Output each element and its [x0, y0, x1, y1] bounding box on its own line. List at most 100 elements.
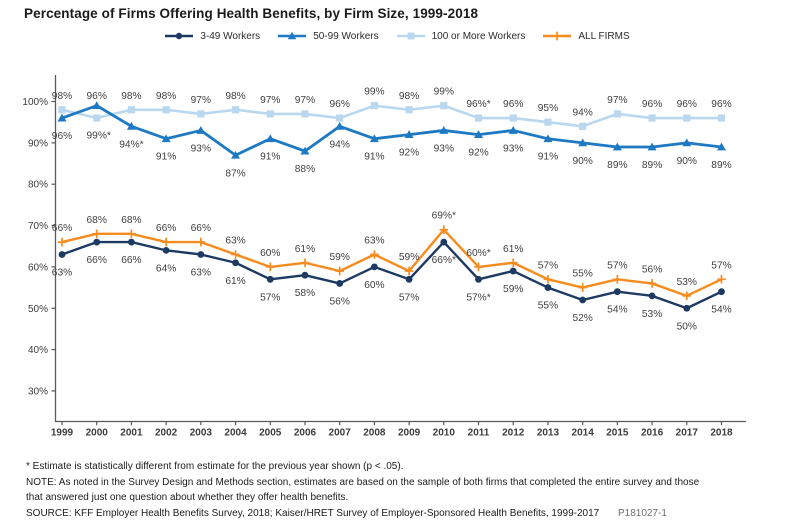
data-point-triangle — [508, 126, 518, 134]
footnote-source-line: SOURCE: KFF Employer Health Benefits Sur… — [26, 506, 778, 522]
data-point-square — [370, 102, 378, 110]
data-label: 92% — [399, 148, 419, 159]
series-line-100-or-more-workers — [61, 104, 722, 128]
x-tick-label: 2012 — [502, 428, 525, 439]
data-label: 98% — [52, 91, 72, 102]
data-point-square — [93, 114, 101, 122]
data-label: 99% — [364, 87, 384, 98]
data-point-square — [509, 114, 517, 122]
footnote-asterisk: * Estimate is statistically different fr… — [26, 461, 404, 472]
data-label: 96% — [52, 131, 72, 142]
data-point-triangle — [126, 121, 136, 130]
data-point-plus — [161, 237, 171, 247]
data-label: 96% — [503, 99, 523, 110]
data-point-circle — [301, 271, 309, 279]
x-tick-label: 2013 — [537, 428, 560, 439]
data-point-circle — [58, 251, 66, 258]
x-tick-label: 2009 — [398, 428, 421, 439]
data-label: 63% — [364, 235, 384, 246]
data-point-circle — [613, 288, 621, 296]
data-point-square — [613, 110, 621, 118]
data-label: 97% — [191, 95, 211, 106]
data-point-triangle — [300, 146, 310, 155]
data-point-plus — [196, 237, 206, 247]
x-tick-label: 1999 — [51, 428, 74, 439]
data-label: 66% — [52, 223, 72, 234]
data-label: 90% — [572, 156, 592, 167]
data-point-circle — [232, 259, 239, 267]
data-label: 99% — [434, 87, 454, 98]
data-label: 66% — [191, 223, 211, 234]
data-label: 60% — [364, 280, 384, 291]
data-label: 57%* — [466, 292, 490, 303]
data-label: 95% — [538, 103, 558, 114]
data-label: 90% — [677, 156, 697, 167]
data-point-circle — [718, 288, 725, 296]
x-tick-label: 2005 — [259, 428, 282, 439]
data-label: 96% — [329, 99, 349, 110]
data-label: 63% — [52, 267, 72, 278]
data-label: 98% — [156, 91, 176, 102]
data-label: 91% — [156, 152, 176, 163]
data-point-circle — [544, 284, 552, 291]
data-label: 88% — [295, 164, 315, 175]
data-point-square — [162, 106, 170, 114]
data-point-square — [579, 122, 587, 130]
data-label: 89% — [711, 160, 731, 171]
legend-label: 3-49 Workers — [200, 30, 261, 42]
data-label: 61% — [503, 244, 523, 255]
x-tick-label: 2016 — [641, 428, 664, 439]
x-tick-label: 2006 — [294, 428, 317, 439]
data-point-plus — [508, 258, 518, 268]
data-label: 59% — [329, 252, 349, 263]
publication-number: P181027-1 — [618, 507, 667, 519]
data-label: 57% — [399, 292, 419, 303]
data-point-triangle — [92, 101, 102, 110]
y-tick-label: 90% — [28, 138, 48, 149]
data-label: 52% — [572, 313, 592, 324]
data-label: 55% — [538, 301, 558, 312]
legend-label: 50-99 Workers — [313, 30, 379, 42]
data-label: 93% — [503, 143, 523, 154]
y-tick-label: 80% — [28, 180, 48, 191]
data-point-circle — [370, 263, 378, 271]
triangle-marker-icon — [278, 31, 307, 40]
data-label: 53% — [677, 277, 697, 288]
data-point-plus — [231, 250, 240, 259]
data-label: 96% — [677, 99, 697, 110]
data-point-plus — [265, 262, 275, 272]
data-point-square — [405, 106, 413, 114]
y-tick-label: 30% — [28, 386, 48, 397]
data-label: 63% — [225, 235, 245, 246]
data-label: 96%* — [466, 99, 490, 110]
data-point-plus — [127, 229, 136, 239]
data-point-square — [197, 110, 205, 118]
data-label: 91% — [260, 152, 280, 163]
data-label: 66% — [156, 223, 176, 234]
data-point-square — [336, 114, 344, 122]
data-point-triangle — [335, 121, 345, 130]
data-point-triangle — [404, 130, 414, 138]
x-tick-label: 2018 — [710, 428, 733, 439]
data-point-plus — [370, 250, 379, 259]
legend-item-100-or-more-workers: 100 or More Workers — [396, 30, 525, 42]
data-label: 87% — [225, 168, 245, 179]
data-point-circle — [509, 267, 517, 275]
y-tick-label: 60% — [28, 262, 48, 273]
data-label: 58% — [295, 288, 315, 299]
x-tick-label: 2008 — [363, 428, 386, 439]
data-label: 68% — [87, 215, 107, 226]
data-point-circle — [475, 275, 482, 283]
data-label: 56% — [642, 264, 662, 275]
data-label: 59% — [503, 284, 523, 295]
data-point-triangle — [716, 142, 726, 151]
data-label: 57% — [260, 292, 280, 303]
data-label: 89% — [642, 160, 662, 171]
data-point-circle — [440, 238, 448, 246]
benefits-line-chart: 100% 90% 80% 70% 60% 50% 40% 30% 1999 2000 2001 200… — [22, 75, 746, 439]
data-point-circle — [683, 304, 691, 312]
x-tick-label: 2007 — [329, 428, 352, 439]
data-point-square — [58, 106, 66, 114]
data-point-circle — [405, 275, 413, 283]
